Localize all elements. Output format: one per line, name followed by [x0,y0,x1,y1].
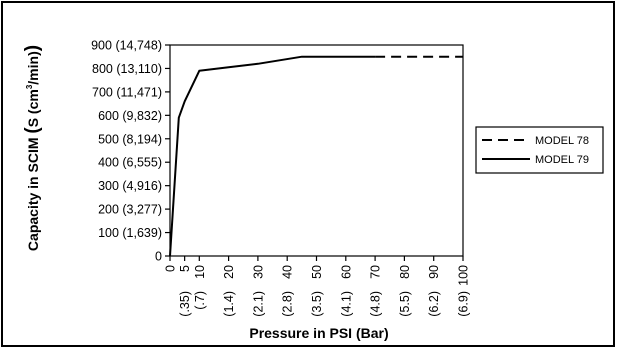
x-axis-title: Pressure in PSI (Bar) [249,325,388,341]
y-tick-label: 0 [155,250,162,264]
y-axis-title-unit-end: /min) [25,51,41,84]
x-tick-sublabel: (5.5) [398,291,412,317]
y-tick-label: 900 (14,748) [91,39,162,53]
y-tick-label: 300 (4,916) [98,179,162,193]
y-axis-title-paren-close: ) [22,45,43,51]
x-tick-sublabel: (4.8) [369,291,383,317]
y-axis-title-paren-open: ( [22,127,43,134]
y-tick-label: 400 (6,555) [98,156,162,170]
y-axis-title-superscript: 3 [25,84,34,89]
x-tick-sublabel: (2.8) [281,291,295,317]
x-tick-sublabel: (6.9) [457,291,471,317]
y-axis-title-s: S [25,118,41,127]
x-tick-label: 90 [427,265,441,279]
y-tick-label: 800 (13,110) [92,62,162,76]
data-series [169,55,463,257]
x-tick-sublabel: (1.4) [222,291,236,317]
x-tick-sublabel: (4.1) [339,291,353,317]
x-tick-label: 20 [222,265,236,279]
x-tick-label: 70 [369,265,383,279]
legend: MODEL 78 MODEL 79 [475,126,604,174]
x-tick-label: 0 [164,265,178,272]
y-tick-label: 200 (3,277) [98,203,162,217]
x-tick-label: 100 [457,265,471,286]
legend-label-model-78: MODEL 78 [535,135,589,147]
x-tick-label: 60 [339,265,353,279]
x-tick-label: 50 [310,265,324,279]
y-axis-title: Capacity in SCIM (S (cm3/min)) [22,45,43,251]
x-tick-label: 80 [398,265,412,279]
y-axis-title-main: Capacity in SCIM [25,134,41,251]
legend-label-model-79: MODEL 79 [535,154,589,166]
x-tick-label: 40 [281,265,295,279]
x-tick-label: 30 [251,265,265,279]
x-tick-sublabel: (.7) [193,291,207,310]
x-tick-sublabel: (2.1) [251,291,265,317]
plot-area [169,44,464,257]
y-axis-title-unit: (cm [25,89,41,118]
x-tick-sublabel: (6.2) [427,291,441,317]
y-tick-label: 700 (11,471) [92,85,162,99]
y-tick-label: 500 (8,194) [98,132,162,146]
series-line-model-79 [169,55,376,257]
x-tick-label: 10 [193,265,207,279]
x-tick-label: 5 [178,265,192,272]
legend-box [475,126,604,174]
x-tick-sublabel: (.35) [178,291,192,317]
y-tick-label: 600 (9,832) [98,109,162,123]
x-tick-sublabel: (3.5) [310,291,324,317]
y-tick-label: 100 (1,639) [98,226,162,240]
